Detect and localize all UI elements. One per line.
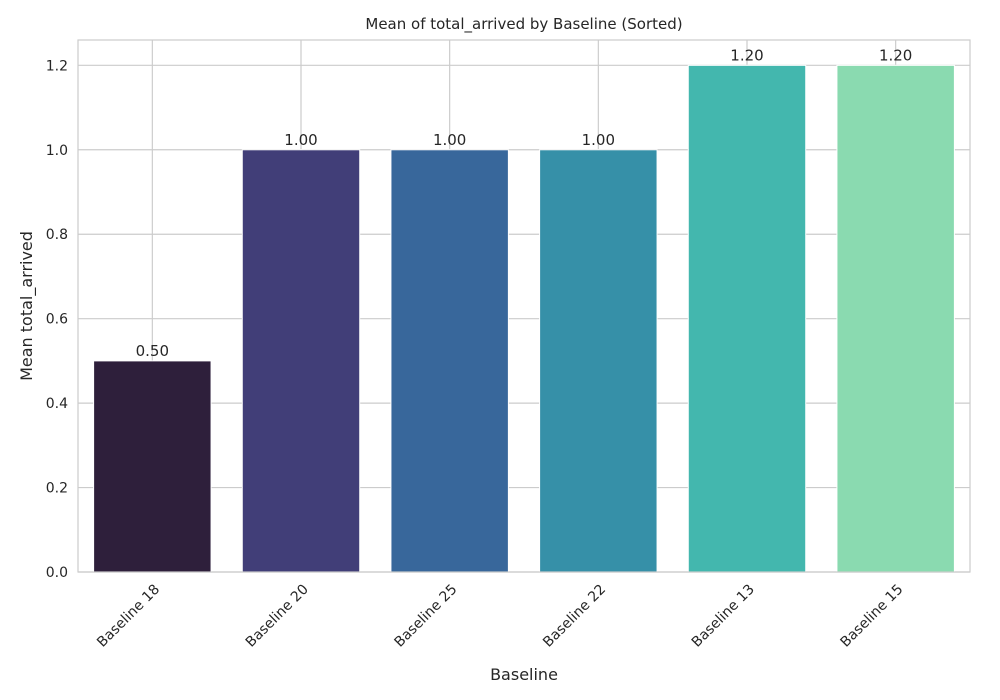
bar-baseline-22 — [539, 149, 658, 573]
x-tick-label: Baseline 13 — [689, 582, 758, 651]
y-tick-label: 0.8 — [46, 227, 68, 243]
bar-value-label: 1.20 — [879, 46, 912, 64]
chart-title: Mean of total_arrived by Baseline (Sorte… — [365, 15, 682, 34]
x-tick-label: Baseline 22 — [540, 582, 609, 651]
x-tick-label: Baseline 18 — [94, 582, 163, 651]
bar-baseline-18 — [93, 360, 212, 573]
grid-layer — [78, 40, 970, 573]
bar-value-label: 1.00 — [284, 131, 317, 149]
x-tick-label: Baseline 20 — [243, 582, 312, 651]
data-labels: 0.50 1.00 1.00 1.00 1.20 1.20 — [136, 46, 913, 360]
y-tick-label: 0.4 — [46, 396, 68, 412]
bar-baseline-15 — [836, 64, 955, 573]
x-axis-title: Baseline — [490, 665, 558, 684]
bar-value-label: 0.50 — [136, 342, 169, 360]
bar-value-label: 1.20 — [730, 46, 763, 64]
y-tick-label: 0.0 — [46, 565, 68, 581]
bar-baseline-25 — [390, 149, 509, 573]
y-tick-label: 0.6 — [46, 312, 68, 328]
bar-value-label: 1.00 — [433, 131, 466, 149]
x-tick-label: Baseline 25 — [391, 582, 460, 651]
y-tick-label: 1.0 — [46, 143, 68, 159]
plot-frame — [77, 39, 971, 573]
bars-layer — [93, 64, 955, 573]
x-axis-ticks: Baseline 18 Baseline 20 Baseline 25 Baselin… — [94, 582, 906, 651]
y-tick-label: 0.2 — [46, 481, 68, 497]
bar-baseline-13 — [687, 64, 807, 573]
bar-value-label: 1.00 — [582, 131, 615, 149]
y-tick-label: 1.2 — [46, 58, 68, 74]
bar-baseline-20 — [241, 149, 361, 573]
y-axis-ticks: 0.0 0.2 0.4 0.6 0.8 1.0 1.2 — [46, 58, 68, 581]
x-tick-label: Baseline 15 — [837, 582, 906, 651]
y-axis-title: Mean total_arrived — [17, 231, 37, 381]
